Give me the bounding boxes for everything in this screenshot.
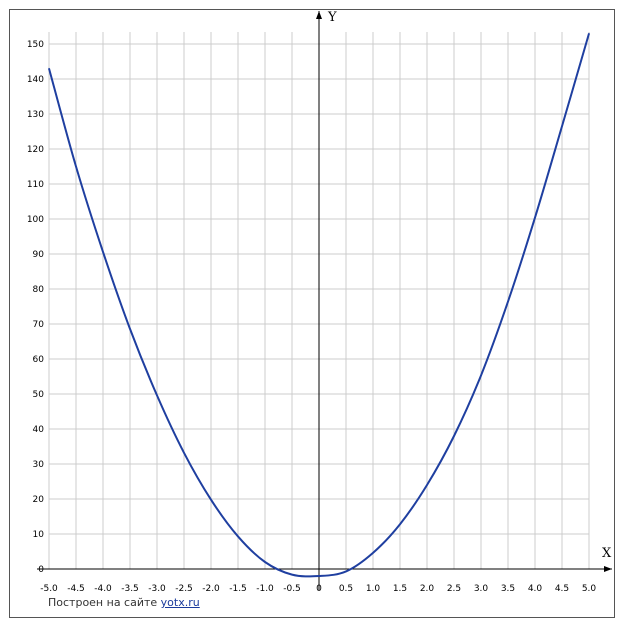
tick-labels: -5.0 -4.5 -4.0 -3.5 -3.0 -2.5 -2.0 -1.5 -1.0 -0.5… <box>27 40 597 594</box>
data-point <box>480 374 482 377</box>
data-point <box>129 328 131 330</box>
data-point <box>183 452 185 454</box>
credit-link[interactable]: yotx.ru <box>160 596 200 609</box>
data-point <box>372 552 374 554</box>
curve-layer <box>48 32 590 578</box>
y-tick-label: 50 <box>33 390 45 400</box>
x-tick-label: -0.5 <box>283 584 301 594</box>
x-tick-label: 1.5 <box>393 584 407 594</box>
x-axis-label: X <box>602 546 612 561</box>
data-point <box>156 394 158 396</box>
x-tick-label: 5.0 <box>582 584 597 594</box>
data-point <box>399 523 401 525</box>
data-point <box>345 570 347 573</box>
x-tick-label: 3.0 <box>474 584 489 594</box>
x-tick-label: -1.0 <box>256 584 274 594</box>
y-tick-label: 120 <box>27 145 44 155</box>
y-axis-label: Y <box>327 10 337 25</box>
data-point <box>291 574 293 576</box>
data-point <box>318 575 320 577</box>
data-point <box>453 435 455 437</box>
chart-frame <box>9 9 615 618</box>
data-point <box>534 217 536 219</box>
y-tick-label: 30 <box>33 460 45 470</box>
data-point <box>210 499 212 501</box>
x-tick-label: 4.0 <box>528 584 543 594</box>
x-tick-label: -2.5 <box>175 584 193 594</box>
x-tick-label: 3.5 <box>501 584 515 594</box>
data-point <box>561 125 563 127</box>
x-tick-label: -1.5 <box>229 584 247 594</box>
y-tick-label: 110 <box>27 180 44 190</box>
data-point <box>75 165 77 168</box>
data-point <box>507 301 509 303</box>
axes <box>37 11 612 590</box>
data-point <box>264 561 266 563</box>
credit-line: Построен на сайте yotx.ru <box>48 596 200 609</box>
y-axis-arrow <box>316 11 322 19</box>
x-axis-arrow <box>604 566 612 572</box>
data-point <box>48 67 50 70</box>
x-tick-label: -4.5 <box>67 584 85 594</box>
x-tick-label: -5.0 <box>40 584 58 594</box>
data-point <box>102 251 104 253</box>
x-tick-label: -2.0 <box>202 584 220 594</box>
y-tick-label: 20 <box>33 495 45 505</box>
x-tick-label: -4.0 <box>94 584 112 594</box>
x-tick-label: 4.5 <box>555 584 569 594</box>
x-tick-label: 0 <box>316 584 322 594</box>
y-tick-label: 100 <box>27 215 44 225</box>
x-tick-label: 2.5 <box>447 584 461 594</box>
x-tick-label: -3.5 <box>121 584 139 594</box>
y-tick-label: 0 <box>38 565 44 575</box>
y-tick-label: 40 <box>33 425 45 435</box>
data-point <box>237 535 239 538</box>
y-tick-label: 80 <box>33 285 45 295</box>
data-point <box>426 484 428 486</box>
y-tick-label: 130 <box>27 110 44 120</box>
y-tick-label: 60 <box>33 355 45 365</box>
y-tick-label: 10 <box>33 530 45 540</box>
y-tick-label: 70 <box>33 320 45 330</box>
data-point <box>588 32 590 35</box>
y-tick-label: 140 <box>27 75 44 85</box>
y-tick-label: 90 <box>33 250 45 260</box>
credit-text: Построен на сайте <box>48 596 158 609</box>
x-tick-label: 1.0 <box>366 584 381 594</box>
y-tick-label: 150 <box>27 40 44 50</box>
x-tick-label: 2.0 <box>420 584 435 594</box>
x-tick-label: 0.5 <box>339 584 353 594</box>
x-tick-label: -3.0 <box>148 584 166 594</box>
